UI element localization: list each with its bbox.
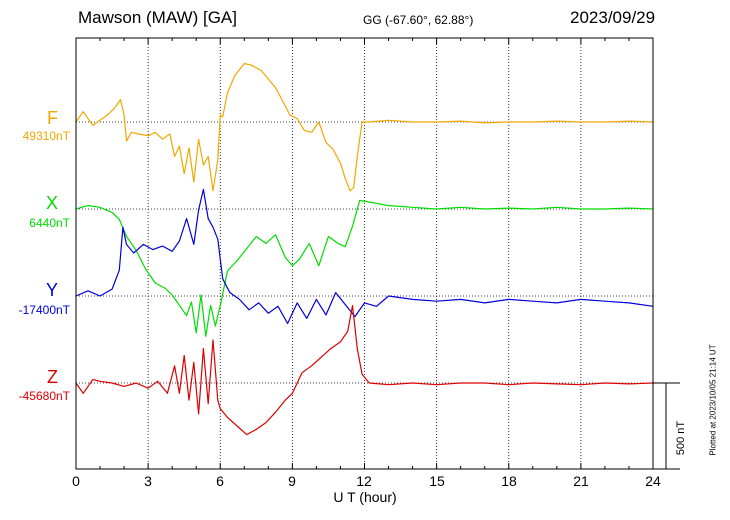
x-axis-title: U T (hour) [333, 489, 397, 505]
baseline-label-z: -45680nT [18, 389, 70, 403]
baseline-label-y: -17400nT [18, 303, 70, 317]
grid-lines [147, 38, 582, 469]
x-tick-label: 21 [573, 473, 589, 489]
plotted-timestamp: Plotted at 2023/10/05 21:14 UT [708, 344, 718, 456]
baseline-label-x: 6440nT [29, 216, 70, 230]
x-tick-label: 15 [429, 473, 445, 489]
series-name-x: X [45, 193, 58, 213]
x-tick-label: 3 [144, 473, 152, 489]
x-tick-label: 12 [356, 473, 372, 489]
axis-ticks [75, 38, 654, 469]
series-line-z [75, 305, 654, 436]
scale-bar-label: 500 nT [675, 420, 687, 456]
series-lines [75, 62, 654, 436]
x-tick-label: 24 [645, 473, 661, 489]
date-label: 2023/09/29 [570, 8, 656, 27]
series-line-x [75, 199, 654, 337]
series-name-z: Z [47, 367, 58, 387]
station-title: Mawson (MAW) [GA] [78, 8, 237, 27]
x-tick-label: 18 [501, 473, 517, 489]
series-name-y: Y [45, 280, 58, 300]
x-tick-label: 6 [216, 473, 224, 489]
x-tick-label: 9 [288, 473, 296, 489]
series-line-y [75, 188, 654, 325]
x-tick-label: 0 [72, 473, 80, 489]
series-line-f [75, 62, 654, 192]
scale-bar [653, 382, 680, 470]
series-name-f: F [47, 108, 58, 128]
coordinates-label: GG (-67.60°, 62.88°) [363, 13, 474, 27]
baseline-label-f: 49310nT [22, 129, 70, 143]
